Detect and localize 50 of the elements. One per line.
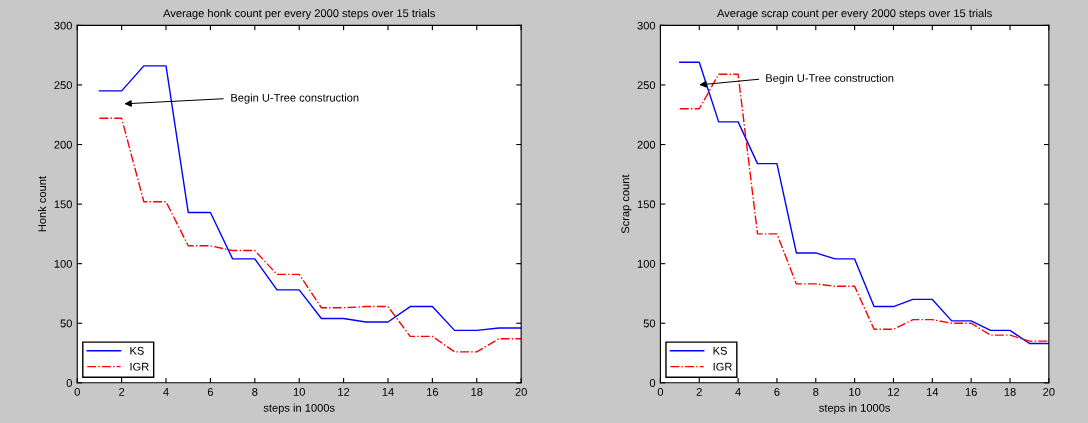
y-tick-label: 50 — [643, 319, 656, 328]
annotation: Begin U-Tree construction — [231, 93, 359, 104]
x-tick-label: 10 — [849, 387, 861, 396]
x-tick-label: 10 — [293, 387, 305, 396]
legend-label: KS — [713, 346, 727, 355]
x-tick-label: 12 — [338, 387, 350, 396]
x-tick-label: 14 — [926, 388, 939, 396]
x-tick-label: 0 — [74, 387, 80, 396]
y-tick-label: 0 — [66, 379, 72, 387]
x-tick-label: 12 — [888, 387, 900, 396]
y-axis-title: Scrap count — [621, 174, 632, 234]
x-tick-label: 20 — [1043, 387, 1055, 396]
y-tick-label: 300 — [54, 21, 72, 30]
x-axis-title: steps in 1000s — [263, 403, 335, 414]
y-tick-label: 200 — [54, 140, 72, 149]
x-tick-label: 8 — [252, 387, 258, 396]
y-tick-label: 50 — [60, 319, 72, 328]
y-tick-label: 300 — [637, 21, 656, 30]
x-tick-label: 8 — [813, 387, 819, 396]
y-axis-title: Honk count — [37, 176, 47, 232]
chart-title: Average honk count per every 2000 steps over 15 trials — [163, 8, 435, 20]
x-tick-label: 2 — [119, 387, 125, 396]
y-tick-label: 250 — [54, 81, 72, 90]
y-tick-label: 250 — [637, 81, 656, 90]
x-tick-label: 4 — [163, 388, 169, 396]
chart-title: Average scrap count per every 2000 steps over 15 trials — [717, 8, 992, 20]
x-tick-label: 4 — [735, 388, 741, 396]
line-series — [98, 65, 522, 332]
y-tick-label: 0 — [649, 379, 656, 387]
x-tick-label: 0 — [657, 387, 664, 396]
y-tick-label: 150 — [637, 200, 656, 209]
legend-label: KS — [130, 346, 144, 355]
line-series — [98, 117, 522, 353]
y-tick-label: 100 — [637, 259, 656, 268]
x-axis-title: steps in 1000s — [819, 403, 891, 414]
x-tick-label: 6 — [207, 387, 214, 396]
x-tick-label: 6 — [774, 387, 780, 396]
y-tick-label: 100 — [54, 259, 72, 268]
x-tick-label: 14 — [382, 388, 394, 396]
x-tick-label: 2 — [696, 387, 702, 396]
x-tick-label: 18 — [471, 387, 483, 396]
x-tick-label: 16 — [965, 387, 977, 396]
x-tick-label: 20 — [515, 387, 527, 396]
annotation: Begin U-Tree construction — [766, 73, 894, 85]
y-tick-label: 200 — [637, 140, 656, 149]
y-tick-label: 150 — [54, 200, 72, 209]
x-tick-label: 18 — [1004, 387, 1016, 396]
legend-label: IGR — [713, 362, 732, 371]
legend-label: IGR — [130, 362, 149, 371]
x-tick-label: 16 — [427, 387, 439, 396]
